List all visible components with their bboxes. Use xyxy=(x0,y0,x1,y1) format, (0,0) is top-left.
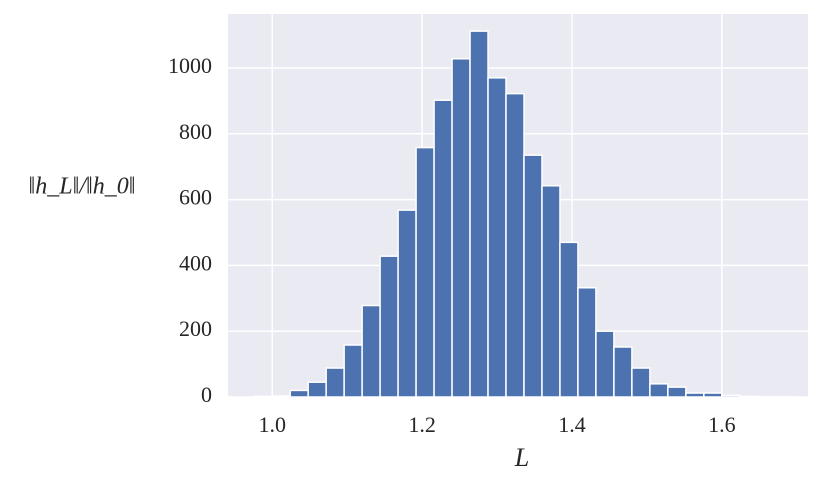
bar xyxy=(307,381,327,398)
y-tick-label: 600 xyxy=(179,185,212,210)
bar xyxy=(271,395,291,398)
bar xyxy=(667,386,687,398)
x-axis-label: L xyxy=(514,443,529,472)
y-axis-label: ‖h_L‖/‖h_0‖ xyxy=(29,174,136,200)
bar xyxy=(397,209,417,398)
y-tick-label: 1000 xyxy=(168,53,212,78)
bar xyxy=(451,57,471,398)
bar xyxy=(613,346,633,398)
bar xyxy=(505,92,525,398)
bar xyxy=(415,146,435,398)
x-tick-label: 1.4 xyxy=(558,412,586,437)
bar xyxy=(577,287,597,398)
bar xyxy=(469,30,489,398)
bar xyxy=(595,330,615,398)
x-tick-label: 1.0 xyxy=(258,412,286,437)
bar xyxy=(379,255,399,398)
bar xyxy=(721,394,741,398)
bar xyxy=(433,99,453,398)
y-tick-label: 400 xyxy=(179,250,212,275)
bar xyxy=(541,185,561,398)
bar xyxy=(253,395,273,398)
x-tick-label: 1.2 xyxy=(408,412,436,437)
y-tick-label: 0 xyxy=(201,382,212,407)
bar xyxy=(703,392,723,398)
bar xyxy=(739,395,759,398)
bar xyxy=(325,367,345,398)
x-tick-label: 1.6 xyxy=(708,412,736,437)
bar xyxy=(361,304,381,398)
bar xyxy=(487,77,507,398)
bar xyxy=(649,383,669,398)
bar xyxy=(559,241,579,398)
bar xyxy=(289,389,309,398)
y-tick-label: 800 xyxy=(179,119,212,144)
y-tick-label: 200 xyxy=(179,316,212,341)
bar xyxy=(523,154,543,398)
bar xyxy=(631,367,651,398)
bar xyxy=(685,392,705,398)
bar xyxy=(343,344,363,398)
